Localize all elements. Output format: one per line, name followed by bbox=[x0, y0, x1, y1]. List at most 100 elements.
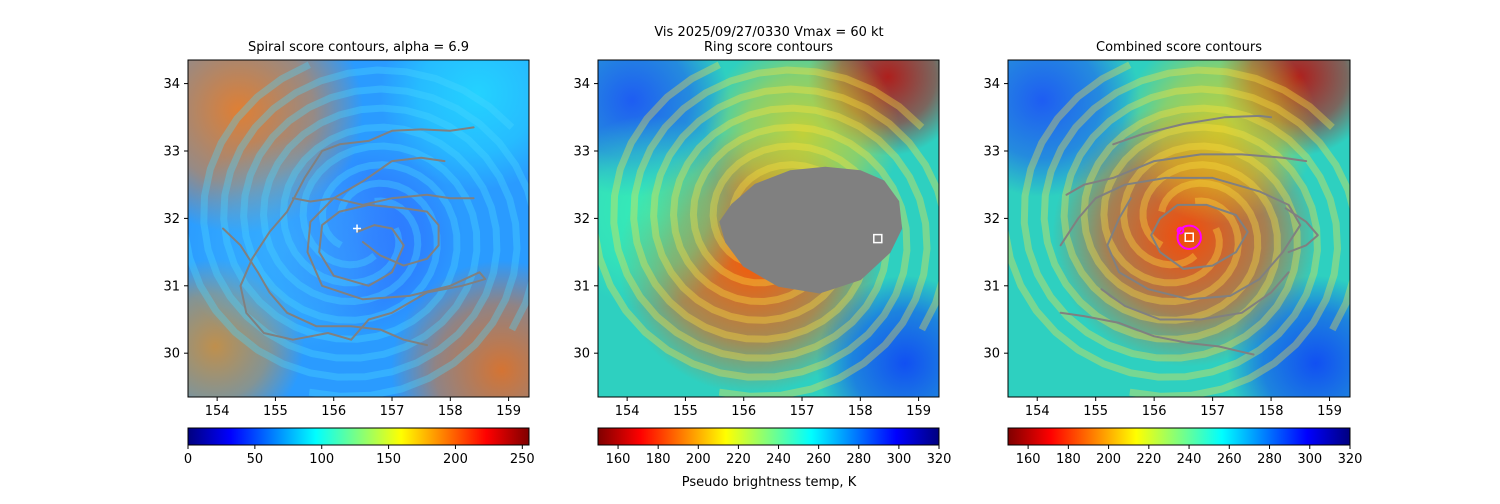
colorbar-tick-label: 160 bbox=[1016, 452, 1041, 467]
contour-line bbox=[239, 126, 487, 341]
x-tick-label: 155 bbox=[263, 404, 288, 419]
colorbar-tick-label: 220 bbox=[1136, 452, 1161, 467]
colorbar-tick-label: 280 bbox=[846, 452, 871, 467]
colorbar-tick-label: 240 bbox=[1177, 452, 1202, 467]
x-tick-label: 156 bbox=[1142, 404, 1167, 419]
colorbar-tick-label: 220 bbox=[726, 452, 751, 467]
y-tick-label: 31 bbox=[573, 279, 590, 294]
axes-frame bbox=[1007, 59, 1351, 398]
colorbar-tick-label: 300 bbox=[1297, 452, 1322, 467]
x-tick-label: 159 bbox=[496, 404, 521, 419]
colorbar-tick-label: 320 bbox=[1338, 452, 1363, 467]
y-tick-label: 30 bbox=[163, 347, 180, 362]
contour-line bbox=[1150, 203, 1249, 270]
colorbar-axis-label: Pseudo brightness temp, K bbox=[682, 475, 857, 490]
center-plus-marker bbox=[353, 224, 362, 233]
contour-line bbox=[1065, 153, 1308, 196]
center-circle bbox=[1176, 226, 1185, 235]
colorbar-tick-label: 240 bbox=[766, 452, 791, 467]
center-square-marker bbox=[873, 233, 883, 244]
contour-line bbox=[291, 193, 475, 206]
colorbar bbox=[1007, 427, 1351, 446]
image-spiral-band bbox=[259, 104, 521, 397]
x-tick-label: 158 bbox=[438, 404, 463, 419]
panel-1: Spiral score contours, alpha = 6.9 154 155… bbox=[163, 40, 534, 467]
colorbar-tick-label: 50 bbox=[247, 452, 264, 467]
y-tick-label: 30 bbox=[983, 347, 1000, 362]
x-tick-label: 154 bbox=[1025, 404, 1050, 419]
colorbar-tick-label: 160 bbox=[606, 452, 631, 467]
x-tick-label: 156 bbox=[731, 404, 756, 419]
colorbar bbox=[597, 427, 940, 446]
y-tick-label: 32 bbox=[983, 212, 1000, 227]
image-spiral-band bbox=[1020, 61, 1301, 362]
y-tick-label: 31 bbox=[983, 279, 1000, 294]
image-spiral-band bbox=[188, 123, 501, 381]
satellite-image bbox=[598, 60, 939, 397]
panel-title: Combined score contours bbox=[1096, 40, 1262, 55]
colorbar-tick-label: 0 bbox=[184, 452, 192, 467]
y-tick-label: 34 bbox=[573, 77, 590, 92]
image-cloud-band bbox=[1008, 60, 1140, 197]
panels: Spiral score contours, alpha = 6.9 154 155… bbox=[163, 40, 1363, 467]
contour-line bbox=[1100, 271, 1290, 321]
contour-line bbox=[222, 227, 428, 347]
contour-line bbox=[1059, 176, 1302, 301]
y-tick-label: 32 bbox=[573, 212, 590, 227]
colorbar-tick-label: 260 bbox=[806, 452, 831, 467]
x-tick-label: 159 bbox=[906, 404, 931, 419]
image-cloud-band bbox=[1226, 275, 1350, 397]
colorbar-tick-label: 260 bbox=[1217, 452, 1242, 467]
x-tick-label: 158 bbox=[848, 404, 873, 419]
image-spiral-band bbox=[1080, 104, 1342, 397]
image-spiral-band bbox=[1060, 85, 1350, 332]
x-tick-label: 157 bbox=[380, 404, 405, 419]
y-tick-label: 34 bbox=[983, 77, 1000, 92]
panel-3: Combined score contours 154 155 156 157 158 15… bbox=[983, 40, 1363, 467]
colorbar-tick-label: 150 bbox=[376, 452, 401, 467]
y-tick-label: 33 bbox=[573, 144, 590, 159]
figure-suptitle: Vis 2025/09/27/0330 Vmax = 60 kt bbox=[654, 25, 883, 40]
colorbar-tick-label: 200 bbox=[443, 452, 468, 467]
satellite-image bbox=[1008, 60, 1350, 397]
x-tick-label: 159 bbox=[1317, 404, 1342, 419]
axes-frame bbox=[187, 59, 530, 398]
colorbar-tick-label: 200 bbox=[686, 452, 711, 467]
x-tick-label: 158 bbox=[1259, 404, 1284, 419]
x-tick-label: 155 bbox=[673, 404, 698, 419]
y-tick-label: 34 bbox=[163, 77, 180, 92]
colorbar-tick-label: 180 bbox=[1056, 452, 1081, 467]
panel-title: Spiral score contours, alpha = 6.9 bbox=[248, 40, 469, 55]
center-circle bbox=[1176, 224, 1202, 250]
ring-score-filled-contour bbox=[719, 166, 903, 294]
image-cloud-band bbox=[598, 115, 747, 309]
contour-line bbox=[1059, 311, 1255, 356]
x-tick-label: 155 bbox=[1083, 404, 1108, 419]
panel-2: Ring score contours 154 155 156 157 158 159 30 3… bbox=[573, 40, 952, 467]
x-tick-label: 154 bbox=[205, 404, 230, 419]
colorbar bbox=[187, 427, 530, 446]
image-cloud-band bbox=[816, 275, 939, 397]
center-square-marker bbox=[1184, 232, 1194, 243]
panel-title: Ring score contours bbox=[704, 40, 833, 55]
image-cloud-band bbox=[390, 260, 529, 397]
contour-line bbox=[318, 203, 440, 287]
image-spiral-band bbox=[220, 66, 515, 343]
y-tick-label: 30 bbox=[573, 347, 590, 362]
y-tick-label: 32 bbox=[163, 212, 180, 227]
colorbar-tick-label: 280 bbox=[1257, 452, 1282, 467]
image-spiral-band bbox=[1008, 123, 1321, 381]
y-tick-label: 31 bbox=[163, 279, 180, 294]
colorbar-tick-label: 300 bbox=[886, 452, 911, 467]
x-tick-label: 154 bbox=[615, 404, 640, 419]
colorbar-tick-label: 180 bbox=[646, 452, 671, 467]
x-tick-label: 156 bbox=[321, 404, 346, 419]
y-tick-label: 33 bbox=[983, 144, 1000, 159]
x-tick-label: 157 bbox=[790, 404, 815, 419]
contour-line bbox=[1284, 207, 1319, 254]
y-tick-label: 33 bbox=[163, 144, 180, 159]
image-spiral-band bbox=[630, 66, 925, 343]
colorbar-tick-label: 320 bbox=[927, 452, 952, 467]
image-cloud-band bbox=[1122, 60, 1318, 224]
